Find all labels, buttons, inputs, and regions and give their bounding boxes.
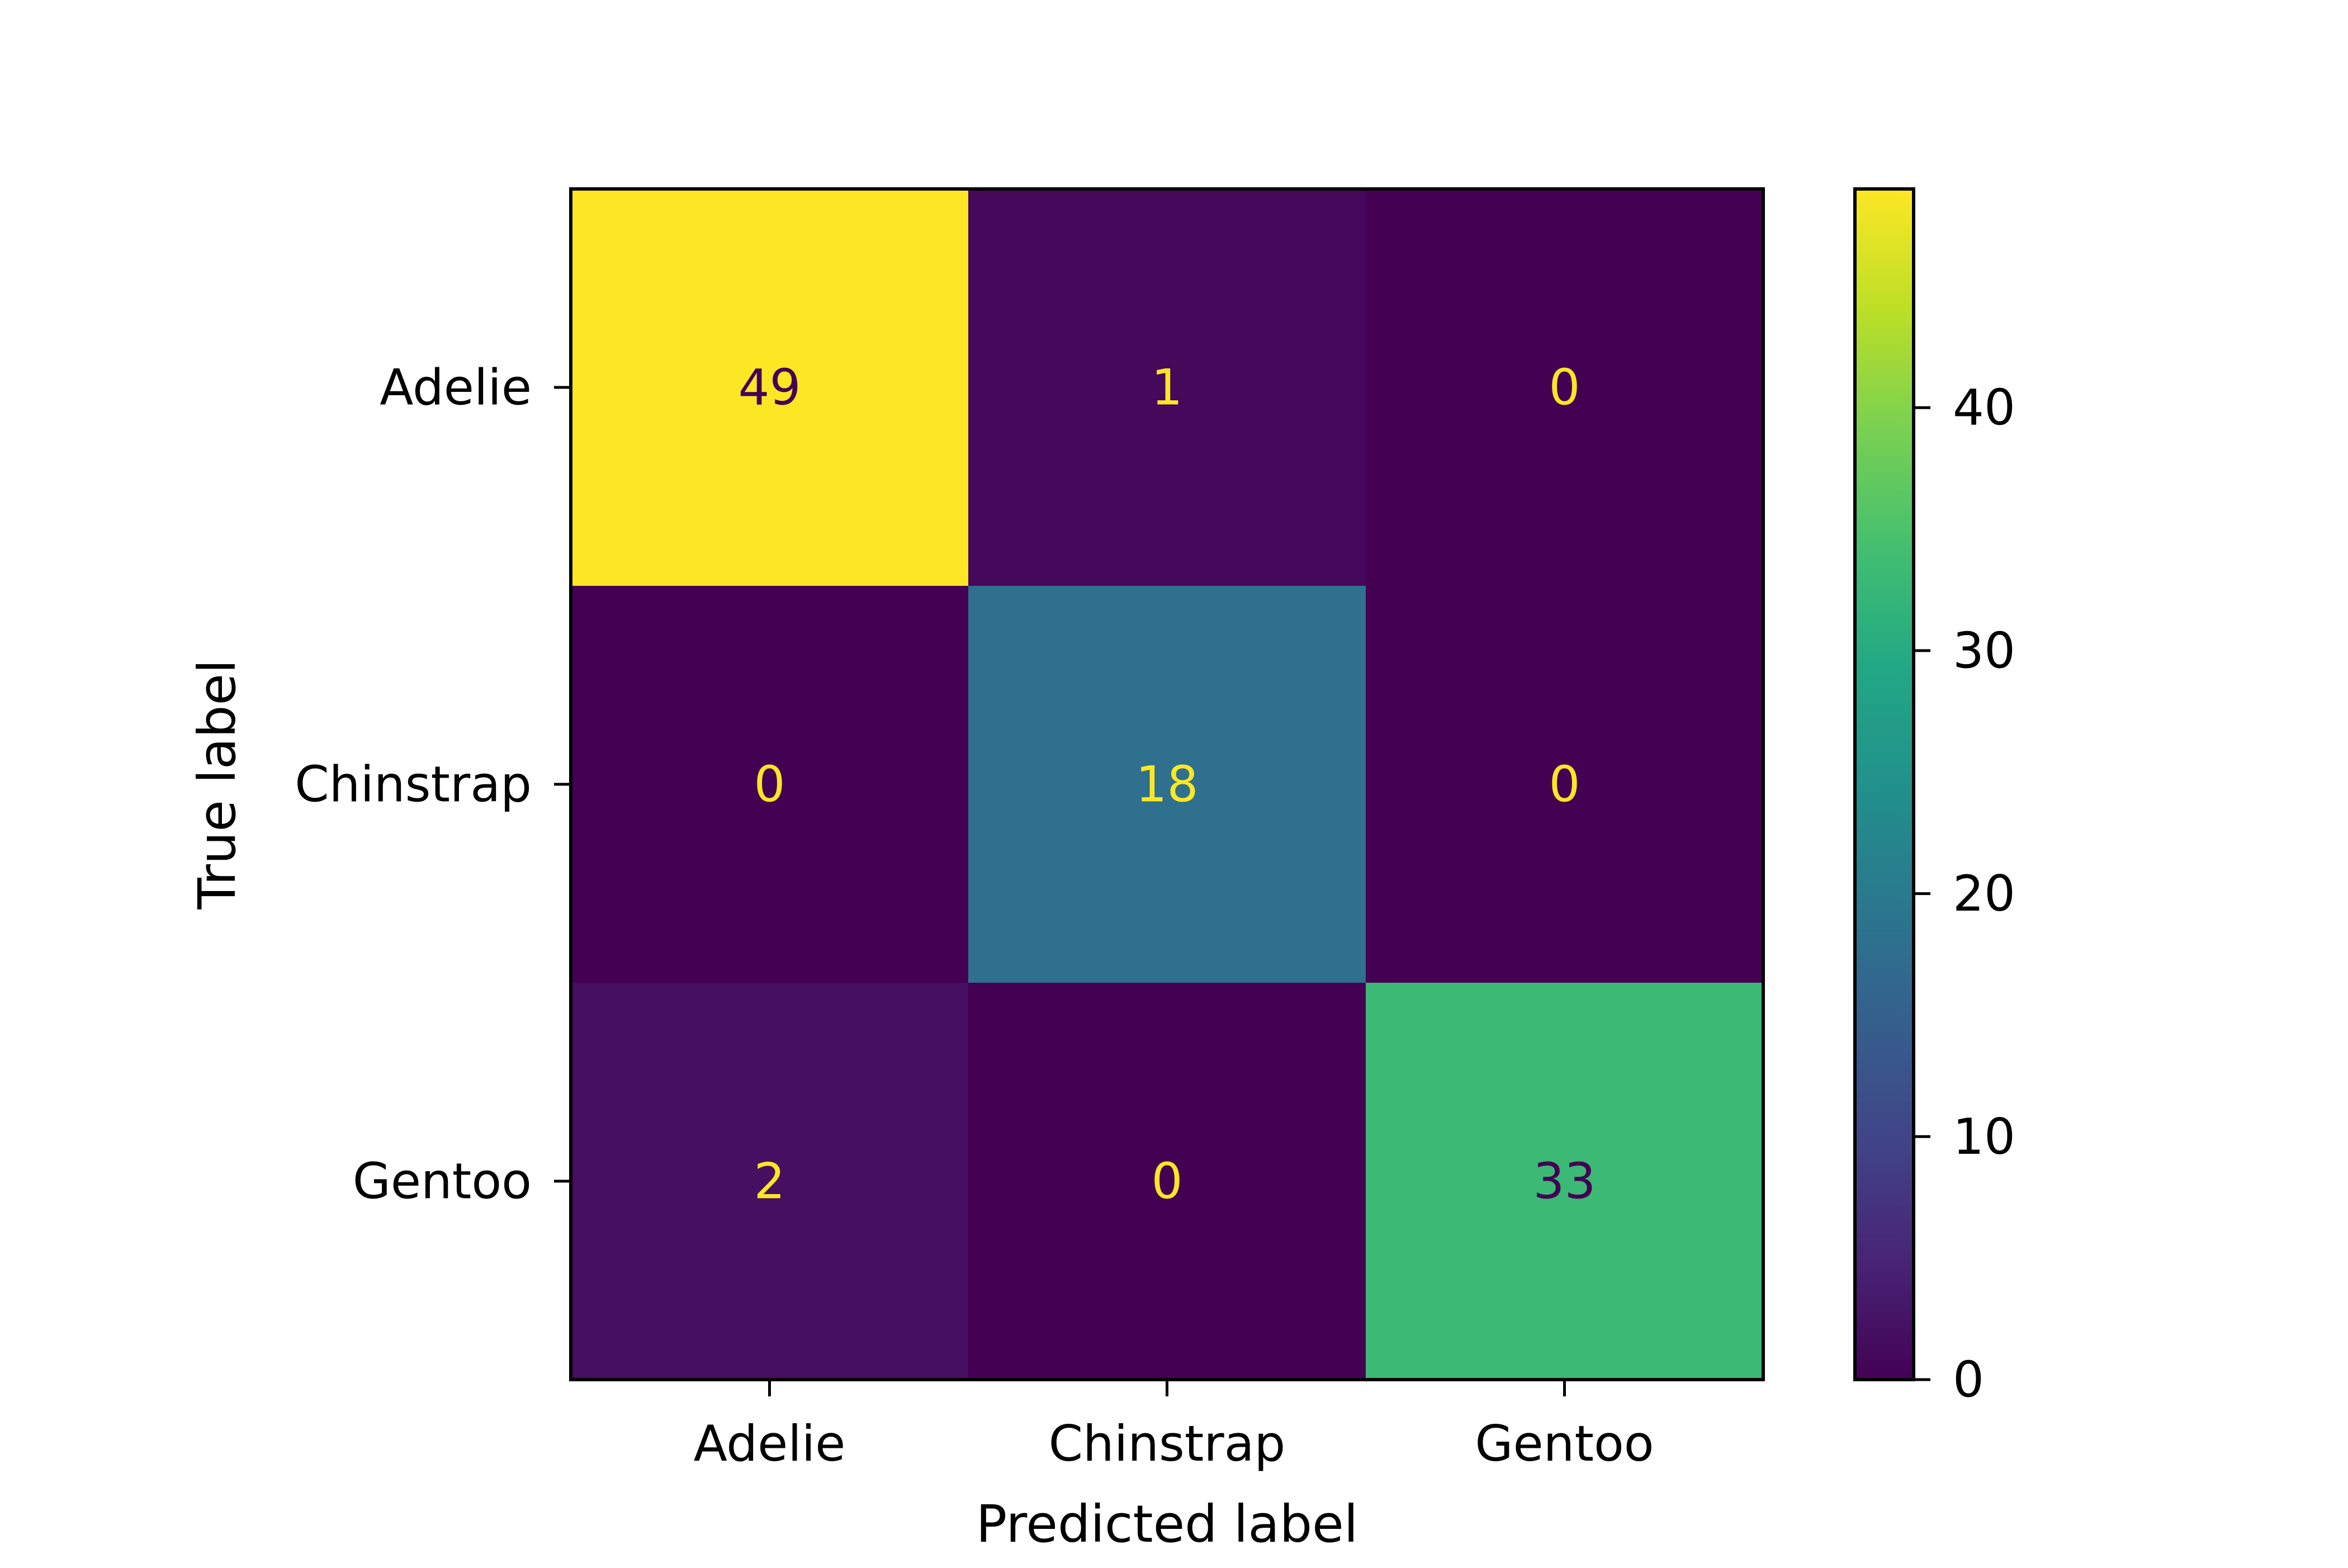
cell-value-label: 33 (1533, 1153, 1596, 1210)
x-tick-label: Gentoo (1475, 1415, 1654, 1472)
colorbar-ticks: 0 10 20 30 40 (1914, 379, 2015, 1409)
heatmap-cell (968, 983, 1366, 1380)
colorbar-tick-label: 0 (1953, 1351, 1984, 1409)
x-tick-label: Adelie (694, 1415, 846, 1472)
cell-value-label: 2 (754, 1153, 785, 1210)
heatmap-cell (968, 189, 1366, 586)
x-tick-label: Chinstrap (1049, 1415, 1286, 1472)
cell-value-label: 49 (739, 359, 801, 416)
heatmap-cell (571, 586, 969, 983)
cell-value-labels: 49 1 0 0 18 0 2 0 33 (739, 359, 1596, 1210)
cell-value-label: 0 (1549, 756, 1580, 813)
colorbar-tick-label: 10 (1953, 1108, 2015, 1166)
colorbar-tick-label: 40 (1953, 379, 2015, 437)
cell-value-label: 0 (754, 756, 785, 813)
y-tick-label: Chinstrap (295, 756, 532, 813)
cell-value-label: 1 (1152, 359, 1183, 416)
heatmap-cell (1366, 586, 1764, 983)
y-tick-label: Gentoo (353, 1153, 532, 1210)
y-axis-label: True label (187, 659, 247, 909)
x-axis-label: Predicted label (976, 1494, 1358, 1554)
cell-value-label: 0 (1152, 1153, 1183, 1210)
heatmap-cell (1366, 983, 1764, 1380)
heatmap-cell (968, 586, 1366, 983)
heatmap-cell (1366, 189, 1764, 586)
x-axis-ticks: Adelie Chinstrap Gentoo (694, 1380, 1654, 1472)
colorbar (1853, 187, 1915, 1381)
cell-value-label: 0 (1549, 359, 1580, 416)
heatmap-cell (571, 983, 969, 1380)
colorbar-tick-label: 30 (1953, 622, 2015, 679)
heatmap-cells (571, 189, 1764, 1380)
heatmap-cell (571, 189, 969, 586)
cell-value-label: 18 (1136, 756, 1199, 813)
y-tick-label: Adelie (380, 359, 532, 416)
y-axis-ticks: Adelie Chinstrap Gentoo (295, 359, 571, 1210)
colorbar-tick-label: 20 (1953, 865, 2015, 922)
